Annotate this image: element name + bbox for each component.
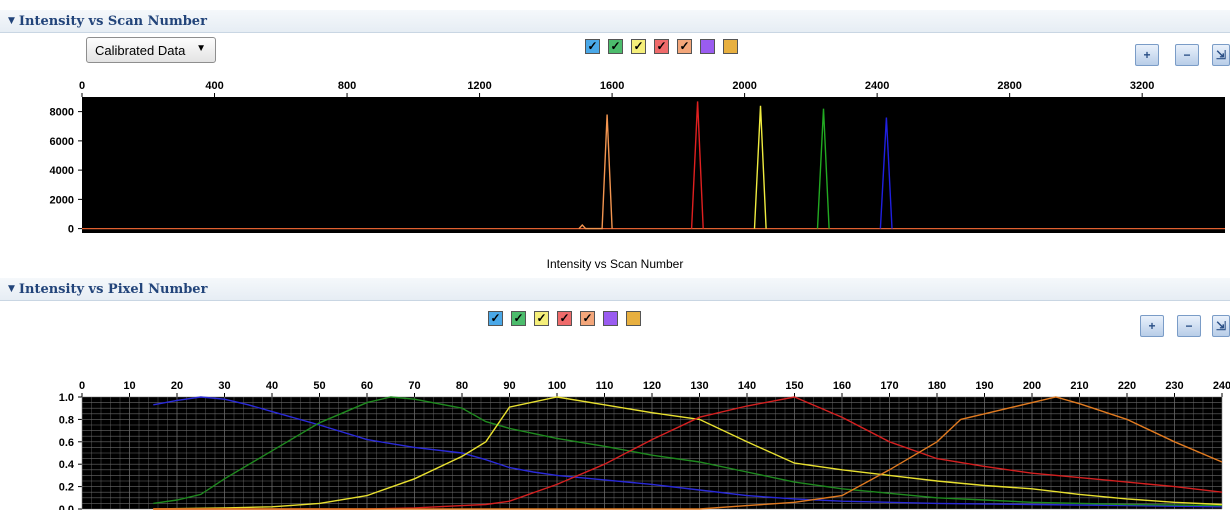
x-tick-label: 140 xyxy=(738,380,756,392)
y-tick-label: 0.2 xyxy=(59,482,74,494)
x-tick-label: 80 xyxy=(456,380,468,392)
x-tick-label: 110 xyxy=(596,380,614,392)
y-tick-label: 6000 xyxy=(50,136,74,148)
x-tick-label: 2800 xyxy=(997,80,1021,92)
y-tick-label: 2000 xyxy=(50,194,74,206)
x-tick-label: 230 xyxy=(1165,380,1183,392)
dye-checkbox-3[interactable]: ✓ xyxy=(631,39,646,54)
dye-checkbox-4[interactable]: ✓ xyxy=(654,39,669,54)
series-line-3 xyxy=(153,396,1223,510)
zoom-in-icon[interactable]: + xyxy=(1135,44,1159,66)
zoom-out-icon[interactable]: − xyxy=(1175,44,1199,66)
dye-checkbox-2[interactable]: ✓ xyxy=(511,311,526,326)
zoom-out-icon[interactable]: − xyxy=(1177,315,1201,337)
series-line-5 xyxy=(153,396,1223,510)
dye-checkbox-6[interactable] xyxy=(700,39,715,54)
x-tick-label: 210 xyxy=(1070,380,1088,392)
dye-legend-scan: ✓ ✓ ✓ ✓ ✓ xyxy=(585,39,738,54)
chevron-down-icon[interactable]: ▼ xyxy=(196,43,206,54)
series-line-2 xyxy=(153,396,1223,507)
section-header-scan[interactable]: ▼ Intensity vs Scan Number xyxy=(0,10,1230,33)
x-tick-label: 0 xyxy=(79,80,85,92)
series-line-5 xyxy=(879,117,893,229)
x-tick-label: 50 xyxy=(313,380,325,392)
x-tick-label: 3200 xyxy=(1130,80,1154,92)
triangle-down-icon[interactable]: ▼ xyxy=(8,16,15,26)
x-tick-label: 160 xyxy=(833,380,851,392)
y-tick-label: 4000 xyxy=(50,165,74,177)
x-tick-label: 90 xyxy=(503,380,515,392)
pan-icon[interactable]: ⇲ xyxy=(1212,44,1230,66)
y-tick-label: 8000 xyxy=(50,107,74,119)
x-tick-label: 40 xyxy=(266,380,278,392)
section-title-pixel: Intensity vs Pixel Number xyxy=(18,281,208,297)
dye-checkbox-1[interactable]: ✓ xyxy=(488,311,503,326)
series-line-1 xyxy=(153,396,1223,508)
series-line-1 xyxy=(578,114,613,230)
dye-checkbox-7[interactable] xyxy=(723,39,738,54)
series-line-2 xyxy=(690,101,704,229)
pixel-chart: 0 10 20 30 40 50 60 70 80 90 100 110 120 130 140 150 160… xyxy=(59,380,1230,510)
y-tick-label: 1.0 xyxy=(59,392,74,404)
pan-icon[interactable]: ⇲ xyxy=(1212,315,1230,337)
x-tick-label: 10 xyxy=(123,380,135,392)
x-tick-label: 1200 xyxy=(467,80,491,92)
series-line-3 xyxy=(753,105,767,229)
series-line-4 xyxy=(153,396,1223,510)
dye-checkbox-1[interactable]: ✓ xyxy=(585,39,600,54)
x-tick-label: 150 xyxy=(785,380,803,392)
x-tick-label: 200 xyxy=(1023,380,1041,392)
y-tick-label: 0 xyxy=(68,224,74,235)
x-tick-label: 20 xyxy=(171,380,183,392)
x-tick-label: 100 xyxy=(548,380,566,392)
x-tick-label: 180 xyxy=(928,380,946,392)
x-tick-label: 170 xyxy=(880,380,898,392)
y-tick-label: 0.4 xyxy=(59,459,75,471)
dye-checkbox-2[interactable]: ✓ xyxy=(608,39,623,54)
series-line-4 xyxy=(816,108,830,229)
section-title-scan: Intensity vs Scan Number xyxy=(18,13,207,29)
dye-checkbox-7[interactable] xyxy=(626,311,641,326)
dye-checkbox-5[interactable]: ✓ xyxy=(677,39,692,54)
dye-checkbox-6[interactable] xyxy=(603,311,618,326)
x-tick-label: 400 xyxy=(205,80,223,92)
x-tick-label: 120 xyxy=(643,380,661,392)
x-tick-label: 220 xyxy=(1118,380,1136,392)
chart-title-scan: Intensity vs Scan Number xyxy=(546,257,684,271)
x-tick-label: 2000 xyxy=(732,80,756,92)
section-header-pixel[interactable]: ▼ Intensity vs Pixel Number xyxy=(0,278,1230,301)
zoom-in-icon[interactable]: + xyxy=(1140,315,1164,337)
x-tick-label: 70 xyxy=(408,380,420,392)
dropdown-selected-value: Calibrated Data xyxy=(95,42,186,58)
data-type-dropdown[interactable]: Calibrated Data ▼ xyxy=(86,37,216,63)
x-tick-label: 130 xyxy=(690,380,708,392)
dye-legend-pixel: ✓ ✓ ✓ ✓ ✓ xyxy=(488,311,641,326)
x-tick-label: 800 xyxy=(338,80,356,92)
y-tick-label: 0.6 xyxy=(59,437,74,449)
x-tick-label: 240 xyxy=(1213,380,1230,392)
dye-checkbox-3[interactable]: ✓ xyxy=(534,311,549,326)
x-tick-label: 1600 xyxy=(600,80,624,92)
x-tick-label: 30 xyxy=(218,380,230,392)
x-tick-label: 60 xyxy=(361,380,373,392)
dye-checkbox-5[interactable]: ✓ xyxy=(580,311,595,326)
scan-chart: 0 400 800 1200 1600 2000 2400 2800 3200 0 2000 4000… xyxy=(50,80,1225,235)
y-tick-label: 0.0 xyxy=(59,504,74,510)
dye-checkbox-4[interactable]: ✓ xyxy=(557,311,572,326)
y-tick-label: 0.8 xyxy=(59,414,74,426)
triangle-down-icon[interactable]: ▼ xyxy=(8,284,15,294)
x-tick-label: 0 xyxy=(79,380,85,392)
x-tick-label: 190 xyxy=(975,380,993,392)
plot-area xyxy=(82,97,1225,233)
x-tick-label: 2400 xyxy=(865,80,889,92)
